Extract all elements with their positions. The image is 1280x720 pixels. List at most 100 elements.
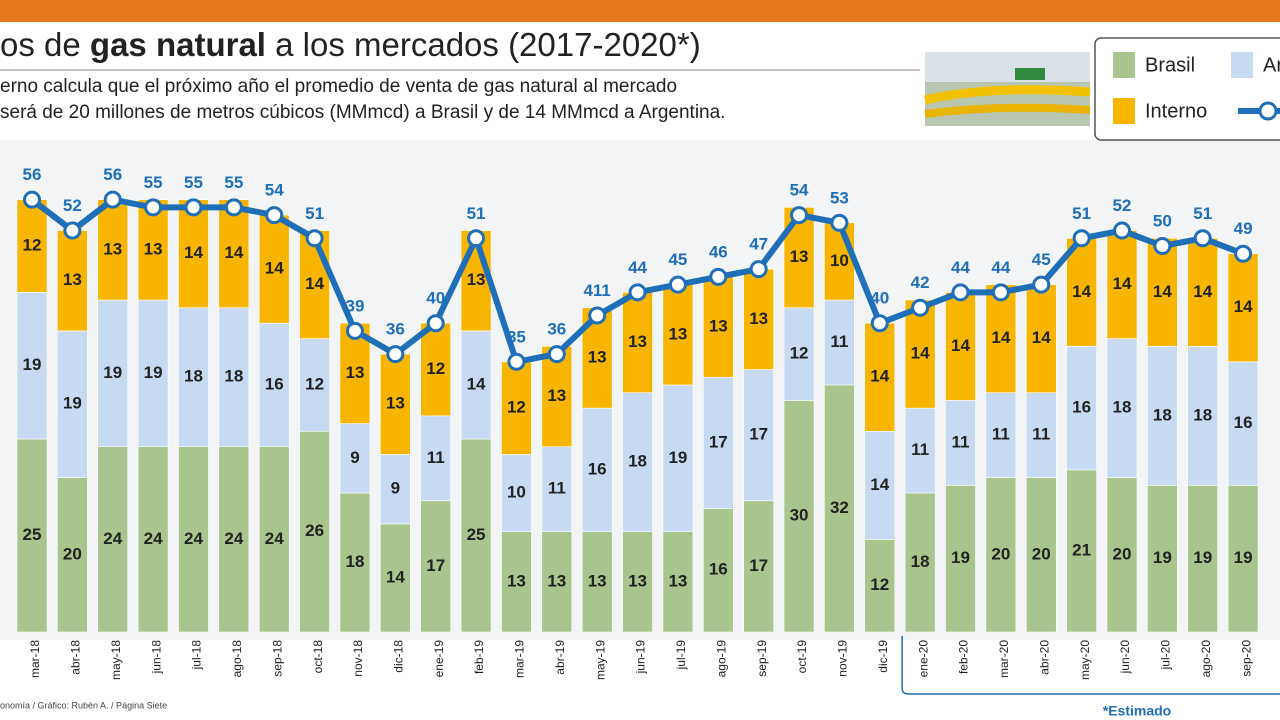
total-label: 40 xyxy=(870,289,889,308)
bar-segment xyxy=(501,531,532,633)
segment-label: 13 xyxy=(588,571,607,590)
total-label: 55 xyxy=(184,173,203,192)
segment-label: 26 xyxy=(305,521,324,540)
total-marker xyxy=(507,352,526,371)
bar-segment xyxy=(178,199,209,309)
x-tick-label: mar-19 xyxy=(513,640,527,678)
segment-label: 18 xyxy=(1193,405,1212,424)
bar-segment xyxy=(97,299,129,448)
x-tick-label: oct-19 xyxy=(795,640,809,674)
x-tick-label: abr-20 xyxy=(1037,640,1051,675)
x-tick-label: feb-20 xyxy=(957,640,971,674)
bar-segment xyxy=(258,214,290,324)
bar-segment xyxy=(945,485,976,633)
bar-segment xyxy=(864,322,896,432)
segment-label: 24 xyxy=(265,529,284,548)
bar-segment xyxy=(1227,361,1259,486)
total-label: 51 xyxy=(467,204,486,223)
segment-label: 16 xyxy=(588,459,607,478)
segment-label: 19 xyxy=(103,363,122,382)
x-tick-label: ago-19 xyxy=(714,640,728,678)
x-tick-label: jun-20 xyxy=(1118,640,1132,675)
total-label: 35 xyxy=(507,327,526,346)
segment-label: 19 xyxy=(1193,548,1212,567)
segment-label: 13 xyxy=(547,571,566,590)
bar-segment xyxy=(1025,392,1057,478)
segment-label: 13 xyxy=(144,239,163,258)
total-label: 45 xyxy=(668,250,687,269)
segment-label: 12 xyxy=(305,374,324,393)
source: onomía / Gráfico: Rubén A. / Página Siet… xyxy=(0,700,167,710)
total-label: 44 xyxy=(991,258,1010,277)
estimated-bracket xyxy=(901,636,1280,695)
bar-segment xyxy=(824,222,855,301)
bar-segment xyxy=(1025,284,1057,393)
total-label: 45 xyxy=(1032,250,1051,269)
x-tick-label: jul-19 xyxy=(674,640,688,671)
x-tick-label: nov-18 xyxy=(351,640,365,677)
total-marker xyxy=(668,275,687,294)
segment-label: 17 xyxy=(709,432,728,451)
x-tick-label: mar-18 xyxy=(28,640,42,678)
bar-segment xyxy=(16,199,48,293)
segment-label: 19 xyxy=(144,363,163,382)
x-tick-label: may-20 xyxy=(1078,640,1092,680)
total-marker xyxy=(23,190,41,209)
bar-segment xyxy=(1106,477,1138,633)
segment-label: 10 xyxy=(507,483,526,502)
legend: Brasil Ar Interno xyxy=(1113,52,1280,124)
bar-segment xyxy=(1106,338,1138,478)
total-marker xyxy=(870,314,889,333)
segment-label: 17 xyxy=(426,556,445,575)
legend-swatch xyxy=(1113,98,1135,124)
bar-segment xyxy=(57,477,88,633)
total-marker xyxy=(991,283,1010,302)
x-tick-label: feb-19 xyxy=(472,640,486,674)
segment-label: 12 xyxy=(870,575,889,594)
total-marker xyxy=(709,267,728,286)
bar-segment xyxy=(57,230,88,332)
segment-label: 14 xyxy=(1032,328,1051,347)
segment-label: 24 xyxy=(184,529,203,548)
bar-segment xyxy=(339,492,371,633)
total-marker xyxy=(1112,221,1131,240)
bar-segment xyxy=(904,407,936,494)
total-marker xyxy=(345,321,364,340)
segment-label: 30 xyxy=(790,506,809,525)
segment-label: 11 xyxy=(427,448,445,467)
segment-label: 13 xyxy=(467,270,486,289)
bar-segment xyxy=(662,284,694,386)
segment-label: 14 xyxy=(305,274,324,293)
segment-label: 13 xyxy=(668,571,687,590)
segment-label: 17 xyxy=(749,556,768,575)
segment-label: 24 xyxy=(144,529,163,548)
bar-segment xyxy=(824,299,855,386)
bar-segment xyxy=(702,508,734,633)
bar-segment xyxy=(702,376,734,509)
total-label: 51 xyxy=(1193,204,1212,223)
bar-segment xyxy=(380,353,411,455)
segment-label: 9 xyxy=(350,448,359,467)
total-marker xyxy=(305,229,324,248)
subtitle: será de 20 millones de metros cúbicos (M… xyxy=(0,102,725,123)
segment-label: 11 xyxy=(830,332,848,351)
x-tick-label: ago-20 xyxy=(1199,640,1213,678)
segment-label: 20 xyxy=(991,544,1010,563)
segment-label: 16 xyxy=(709,560,728,579)
bar-segment xyxy=(460,438,492,633)
chart-title: os de gas natural a los mercados (2017-2… xyxy=(0,26,701,63)
segment-label: 25 xyxy=(23,525,42,544)
segment-label: 25 xyxy=(467,525,486,544)
total-label: 51 xyxy=(305,204,324,223)
bar-segment xyxy=(541,531,573,633)
segment-label: 18 xyxy=(1153,405,1172,424)
bar-segment xyxy=(501,361,532,455)
bar-segment xyxy=(218,307,250,448)
segment-label: 13 xyxy=(790,247,809,266)
segment-label: 12 xyxy=(507,398,526,417)
x-tick-label: abr-19 xyxy=(553,640,567,675)
total-marker xyxy=(103,190,122,209)
total-label: 56 xyxy=(103,165,122,184)
segment-label: 16 xyxy=(1072,398,1091,417)
